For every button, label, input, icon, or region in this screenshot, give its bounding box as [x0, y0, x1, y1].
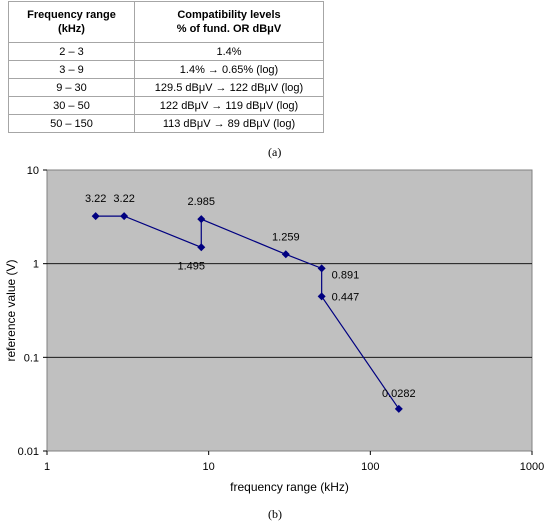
data-label: 0.0282 [382, 388, 416, 400]
header-line: Compatibility levels [177, 9, 281, 21]
header-line: % of fund. OR dBμV [176, 23, 282, 35]
reference-value-chart: 0.01 0.1 1 10 1 10 100 1000 frequency range (kHz… [4, 165, 544, 494]
cell-frequency: 9 – 30 [8, 78, 135, 97]
cell-frequency: 30 – 50 [8, 96, 135, 115]
data-point [281, 250, 290, 259]
table-row: 30 – 50 122 dBμV → 119 dBμV (log) [8, 96, 324, 115]
plot-area [46, 169, 533, 452]
table-row: 3 – 9 1.4% → 0.65% (log) [8, 60, 324, 79]
x-tick-label: 10 [203, 461, 215, 473]
data-label: 3.22 [85, 193, 106, 205]
series-line [95, 215, 400, 410]
table-row: 2 – 3 1.4% [8, 42, 324, 61]
data-point [394, 404, 403, 413]
cell-frequency: 50 – 150 [8, 114, 135, 133]
cell-level: 113 dBμV → 89 dBμV (log) [134, 114, 324, 133]
data-label: 1.259 [272, 231, 300, 243]
y-axis-label: reference value (V) [4, 259, 18, 361]
data-point [120, 212, 129, 221]
x-tick-label: 1 [44, 461, 50, 473]
table-row: 50 – 150 113 dBμV → 89 dBμV (log) [8, 114, 324, 133]
caption-a: (a) [268, 145, 282, 159]
data-point [91, 212, 100, 221]
data-label: 2.985 [188, 196, 216, 208]
cell-frequency: 2 – 3 [8, 42, 135, 61]
cell-level: 129.5 dBμV → 122 dBμV (log) [134, 78, 324, 97]
data-label: 3.22 [113, 193, 134, 205]
y-tick-label: 10 [27, 165, 39, 177]
data-label: 0.447 [332, 291, 360, 303]
data-point [197, 215, 206, 224]
header-frequency-range: Frequency range (kHz) [8, 1, 135, 43]
header-compatibility-levels: Compatibility levels % of fund. OR dBμV [134, 1, 324, 43]
data-label: 1.495 [178, 260, 206, 272]
cell-frequency: 3 – 9 [8, 60, 135, 79]
table-row: 9 – 30 129.5 dBμV → 122 dBμV (log) [8, 78, 324, 97]
header-line: Frequency range [27, 9, 116, 21]
y-tick-label: 0.01 [18, 446, 39, 458]
data-point [317, 264, 326, 273]
data-point [197, 243, 206, 252]
x-axis-label: frequency range (kHz) [230, 480, 349, 494]
data-point [317, 292, 326, 301]
y-tick-label: 1 [33, 259, 39, 271]
x-tick-label: 1000 [520, 461, 544, 473]
compatibility-table: Frequency range (kHz) Compatibility leve… [8, 1, 324, 133]
y-tick-label: 0.1 [24, 352, 39, 364]
table-header-row: Frequency range (kHz) Compatibility leve… [8, 1, 324, 43]
cell-level: 122 dBμV → 119 dBμV (log) [134, 96, 324, 115]
cell-level: 1.4% → 0.65% (log) [134, 60, 324, 79]
x-tick-label: 100 [361, 461, 379, 473]
caption-b: (b) [268, 507, 282, 521]
cell-level: 1.4% [134, 42, 324, 61]
header-line: (kHz) [58, 23, 85, 35]
data-label: 0.891 [332, 269, 360, 281]
